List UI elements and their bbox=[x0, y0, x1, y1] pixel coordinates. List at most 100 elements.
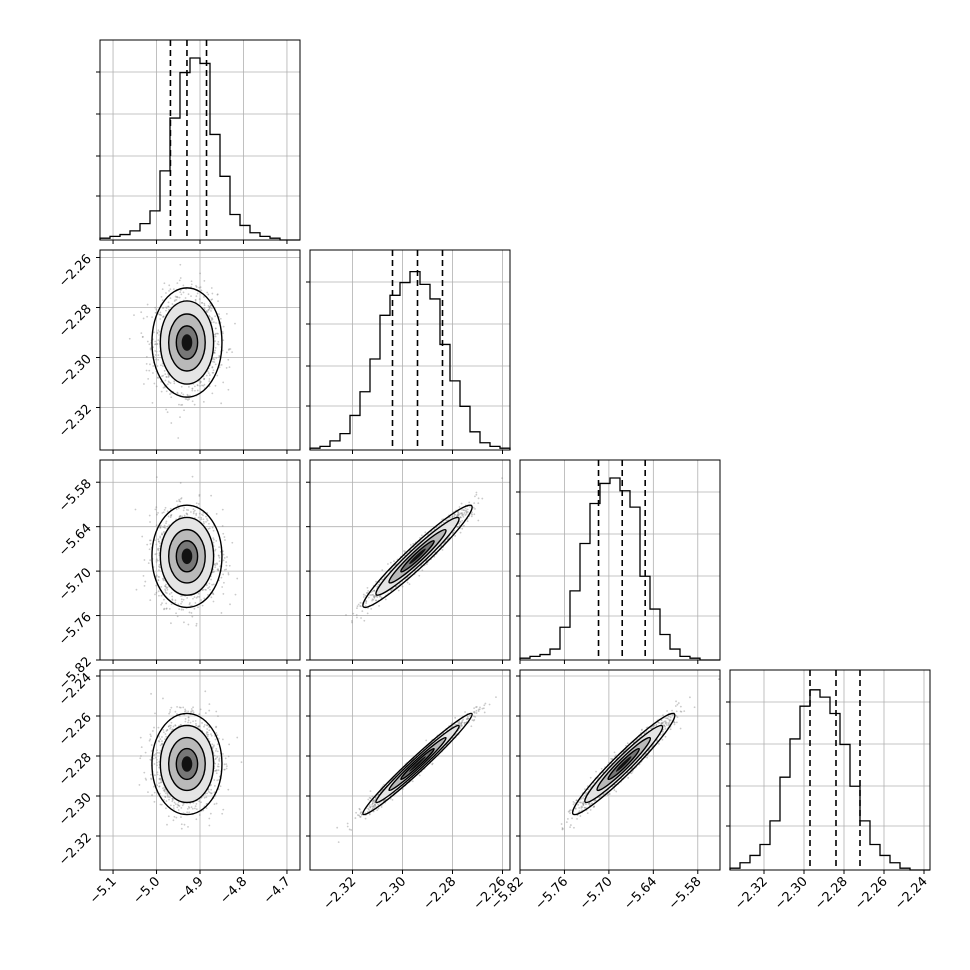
sample-point bbox=[212, 371, 215, 374]
sample-point bbox=[218, 355, 221, 357]
sample-point bbox=[165, 306, 168, 309]
sample-point bbox=[157, 358, 160, 361]
sample-point bbox=[406, 581, 409, 584]
sample-point bbox=[160, 314, 163, 317]
sample-point bbox=[191, 387, 194, 390]
sample-point bbox=[224, 539, 226, 541]
sample-point bbox=[165, 376, 168, 378]
sample-point bbox=[210, 578, 212, 581]
sample-point bbox=[165, 607, 168, 610]
sample-point bbox=[220, 402, 223, 405]
sample-point bbox=[166, 588, 169, 591]
sample-point bbox=[208, 306, 211, 309]
sample-point bbox=[459, 521, 462, 524]
sample-point bbox=[168, 724, 171, 727]
sample-point bbox=[159, 524, 162, 527]
sample-point bbox=[216, 563, 219, 566]
sample-point bbox=[468, 501, 471, 504]
sample-point bbox=[190, 511, 192, 513]
sample-point bbox=[218, 313, 220, 316]
sample-point bbox=[148, 514, 151, 517]
sample-point bbox=[180, 392, 183, 394]
sample-point bbox=[162, 374, 165, 377]
sample-point bbox=[168, 607, 171, 610]
sample-point bbox=[211, 571, 214, 574]
sample-point bbox=[380, 578, 383, 581]
sample-point bbox=[164, 527, 166, 529]
sample-point bbox=[159, 526, 162, 529]
sample-point bbox=[181, 600, 183, 603]
sample-point bbox=[183, 506, 186, 509]
sample-point bbox=[175, 508, 178, 511]
sample-point bbox=[196, 292, 199, 295]
sample-point bbox=[452, 532, 455, 534]
sample-point bbox=[155, 552, 158, 555]
sample-point bbox=[214, 327, 217, 330]
sample-point bbox=[212, 538, 215, 541]
sample-point bbox=[443, 541, 445, 544]
y-tick-label: −2.32 bbox=[56, 402, 95, 441]
sample-point bbox=[366, 592, 368, 594]
sample-point bbox=[192, 597, 194, 600]
sample-point bbox=[198, 298, 201, 300]
sample-point bbox=[159, 318, 162, 320]
sample-point bbox=[212, 369, 215, 372]
sample-point bbox=[161, 532, 163, 535]
sample-point bbox=[187, 399, 189, 401]
sample-point bbox=[155, 559, 158, 561]
sample-point bbox=[141, 535, 144, 538]
density-contour bbox=[151, 287, 223, 398]
sample-point bbox=[157, 547, 160, 550]
sample-point bbox=[191, 389, 194, 392]
sample-point bbox=[149, 559, 152, 562]
sample-point bbox=[153, 331, 155, 334]
sample-point bbox=[202, 518, 205, 521]
sample-point bbox=[231, 541, 234, 544]
sample-point bbox=[375, 580, 377, 583]
sample-point bbox=[222, 381, 225, 384]
sample-point bbox=[190, 708, 193, 710]
sample-point bbox=[158, 576, 161, 578]
sample-point bbox=[176, 282, 179, 285]
sample-point bbox=[203, 304, 206, 307]
sample-point bbox=[453, 529, 456, 532]
sample-point bbox=[474, 508, 476, 510]
sample-point bbox=[165, 376, 168, 378]
sample-point bbox=[457, 525, 459, 528]
sample-point bbox=[225, 367, 228, 369]
sample-point bbox=[207, 372, 210, 375]
sample-point bbox=[208, 522, 210, 525]
sample-point bbox=[214, 346, 217, 349]
sample-point bbox=[153, 726, 155, 729]
sample-point bbox=[477, 502, 480, 505]
sample-point bbox=[145, 369, 148, 372]
sample-point bbox=[217, 343, 220, 346]
sample-point bbox=[191, 475, 194, 478]
sample-point bbox=[371, 594, 374, 596]
sample-point bbox=[366, 587, 369, 589]
sample-point bbox=[451, 516, 454, 519]
sample-point bbox=[176, 392, 179, 395]
sample-point bbox=[210, 317, 213, 319]
sample-point bbox=[180, 498, 182, 500]
sample-point bbox=[481, 497, 484, 500]
sample-point bbox=[175, 500, 178, 503]
sample-point bbox=[228, 366, 231, 368]
sample-point bbox=[227, 573, 230, 576]
sample-point bbox=[151, 401, 154, 404]
sample-point bbox=[170, 603, 173, 606]
sample-point bbox=[143, 383, 145, 385]
sample-point bbox=[205, 520, 207, 523]
sample-point bbox=[201, 513, 203, 516]
sample-point bbox=[158, 330, 161, 333]
sample-point bbox=[156, 513, 158, 516]
sample-point bbox=[362, 593, 365, 596]
sample-point bbox=[375, 599, 377, 602]
sample-point bbox=[193, 607, 196, 610]
sample-point bbox=[220, 612, 223, 614]
sample-point bbox=[463, 524, 465, 527]
sample-point bbox=[387, 563, 389, 565]
sample-point bbox=[464, 507, 467, 510]
sample-point bbox=[148, 343, 151, 346]
sample-point bbox=[372, 593, 375, 596]
